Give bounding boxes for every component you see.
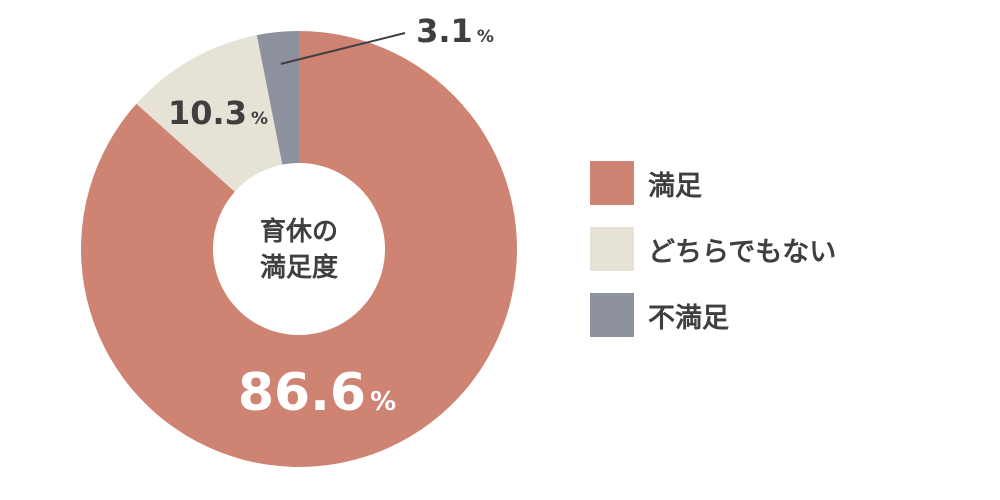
legend: 満足 どちらでもない 不満足 — [590, 160, 836, 358]
leader-line — [280, 32, 406, 65]
chart-title-line-2: 満足度 — [259, 253, 338, 283]
slice-neutral — [136, 35, 283, 192]
legend-item-dissatisfied: 不満足 — [590, 292, 836, 338]
value-label-neutral: 10.3% — [168, 94, 268, 132]
legend-label-neutral: どちらでもない — [648, 236, 837, 268]
value-label-dissatisfied: 3.1% — [416, 12, 494, 50]
legend-swatch-neutral — [590, 227, 634, 271]
slice-satisfied — [80, 31, 517, 467]
legend-item-satisfied: 満足 — [590, 160, 836, 206]
chart-title-line-1: 育休の — [259, 217, 338, 247]
legend-swatch-dissatisfied — [590, 293, 634, 337]
value-label-satisfied: 86.6% — [238, 363, 396, 423]
chart-title: 育休の 満足度 — [214, 214, 384, 294]
legend-label-dissatisfied: 不満足 — [648, 302, 729, 334]
legend-item-neutral: どちらでもない — [590, 226, 836, 272]
legend-swatch-satisfied — [590, 161, 634, 205]
legend-label-satisfied: 満足 — [648, 170, 702, 202]
slice-dissatisfied — [256, 31, 299, 165]
